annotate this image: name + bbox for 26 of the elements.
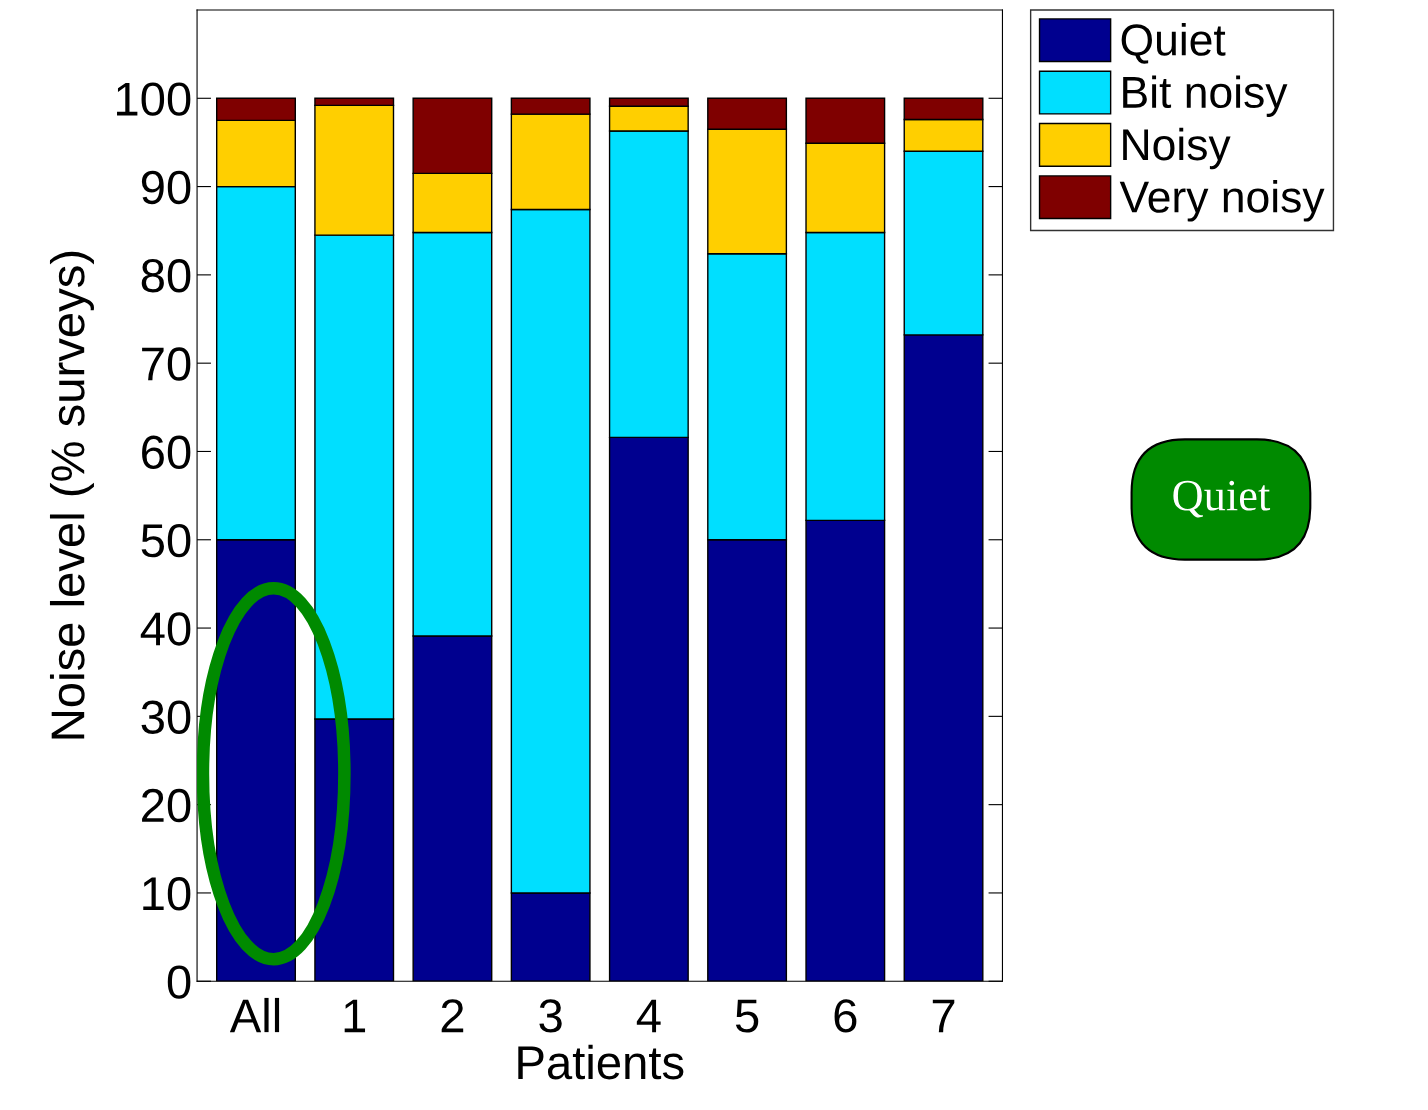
y-tick-label: 60 bbox=[142, 435, 191, 470]
x-tick-label: 1 bbox=[344, 999, 366, 1033]
y-tick-label: 80 bbox=[141, 259, 191, 293]
y-tick-label: 50 bbox=[141, 523, 191, 558]
x-tick-label: 2 bbox=[441, 999, 464, 1033]
legend-label: Noisy bbox=[1123, 127, 1231, 170]
x-tick-label: 7 bbox=[932, 999, 955, 1033]
y-axis-title: Noise level (% surveys) bbox=[49, 251, 94, 739]
y-tick-label: 0 bbox=[167, 965, 191, 999]
x-tick-label: 6 bbox=[834, 999, 857, 1033]
legend-label: Very noisy bbox=[1119, 180, 1325, 222]
legend-label: Bit noisy bbox=[1123, 75, 1288, 117]
y-tick-label: 10 bbox=[143, 877, 191, 911]
y-tick-label: 100 bbox=[117, 82, 191, 116]
x-tick-label: 4 bbox=[636, 999, 661, 1033]
y-tick-label: 70 bbox=[142, 347, 191, 381]
y-tick-label: 90 bbox=[141, 170, 191, 205]
x-axis-title: Patients bbox=[518, 1044, 684, 1080]
x-tick-label: 5 bbox=[735, 999, 759, 1033]
x-tick-label: 3 bbox=[539, 999, 562, 1033]
y-tick-label: 30 bbox=[141, 700, 191, 734]
y-tick-label: 20 bbox=[142, 788, 191, 823]
legend-label: Quiet bbox=[1121, 23, 1226, 64]
y-tick-label: 40 bbox=[140, 612, 191, 646]
x-tick-label: All bbox=[229, 997, 280, 1033]
text: Quiet bbox=[1173, 480, 1271, 518]
